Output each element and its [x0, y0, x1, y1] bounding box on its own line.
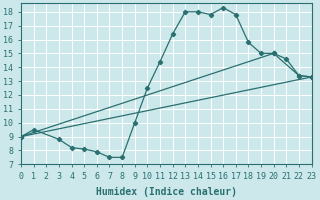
X-axis label: Humidex (Indice chaleur): Humidex (Indice chaleur)	[96, 186, 237, 197]
